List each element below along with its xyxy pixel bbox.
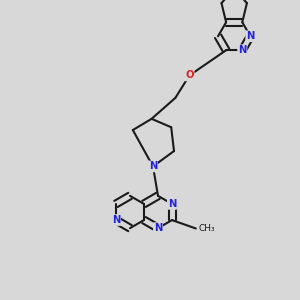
Text: N: N (168, 199, 176, 209)
Text: O: O (185, 70, 194, 80)
Text: N: N (154, 223, 162, 233)
Text: N: N (112, 215, 120, 225)
Text: N: N (246, 31, 255, 41)
Text: CH₃: CH₃ (199, 224, 215, 233)
Text: N: N (149, 161, 157, 171)
Text: N: N (238, 45, 247, 55)
